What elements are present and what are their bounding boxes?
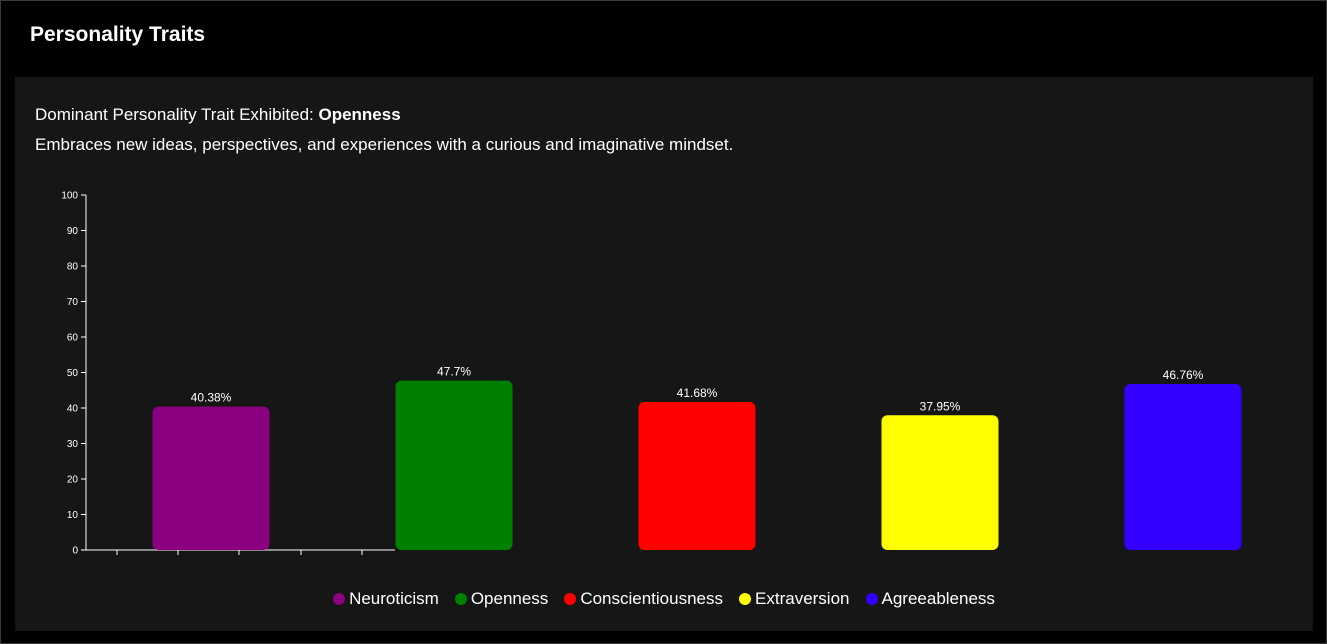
legend-label: Agreeableness (881, 589, 995, 608)
y-tick-label: 30 (67, 439, 79, 450)
page-title: Personality Traits (30, 23, 206, 46)
y-tick-label: 70 (67, 297, 79, 308)
legend-dot-icon (564, 593, 577, 605)
legend-item-conscientiousness: Conscientiousness (564, 589, 723, 609)
legend-label: Conscientiousness (580, 589, 724, 608)
bar-value-label-extraversion: 37.95% (920, 399, 961, 413)
y-tick-label: 20 (67, 475, 79, 486)
y-tick-label: 0 (72, 546, 78, 557)
bar-value-label-agreeableness: 46.76% (1163, 368, 1204, 382)
bar-value-label-openness: 47.7% (437, 365, 471, 379)
bar-extraversion (881, 415, 999, 550)
dominant-trait-prefix: Dominant Personality Trait Exhibited: (35, 105, 319, 124)
trait-bar-chart: 0 10 20 30 40 50 60 70 80 90 100 40.38% 47.7% 41.68% 3… (61, 191, 1242, 557)
legend-label: Extraversion (755, 589, 850, 608)
chart-legend: Neuroticism Openness Conscientiousness Extr… (15, 589, 1313, 609)
bar-openness (395, 380, 513, 550)
bar-value-label-conscientiousness: 41.68% (677, 386, 718, 400)
legend-item-extraversion: Extraversion (739, 589, 850, 609)
bar-agreeableness (1124, 384, 1242, 550)
y-tick-label: 40 (67, 404, 79, 415)
legend-item-agreeableness: Agreeableness (865, 589, 995, 609)
y-tick-label: 90 (67, 226, 79, 237)
dominant-trait-description: Embraces new ideas, perspectives, and ex… (35, 135, 734, 154)
legend-label: Openness (470, 589, 549, 608)
legend-item-openness: Openness (454, 589, 549, 609)
bar-conscientiousness (638, 402, 756, 550)
legend-dot-icon (865, 593, 878, 605)
legend-dot-icon (333, 593, 346, 605)
y-tick-label: 10 (67, 510, 79, 521)
dominant-trait-value: Openness (318, 105, 401, 124)
legend-label: Neuroticism (349, 589, 439, 608)
bar-neuroticism (152, 406, 270, 550)
bar-value-label-neuroticism: 40.38% (191, 391, 232, 405)
dominant-trait-line: Dominant Personality Trait Exhibited: Op… (35, 105, 401, 125)
legend-dot-icon (739, 593, 752, 605)
legend-item-neuroticism: Neuroticism (333, 589, 439, 609)
y-tick-label: 50 (67, 368, 79, 379)
y-tick-label: 100 (61, 191, 78, 202)
y-tick-label: 60 (67, 333, 79, 344)
y-tick-label: 80 (67, 262, 79, 273)
legend-dot-icon (454, 593, 467, 605)
traits-panel: Dominant Personality Trait Exhibited: Op… (15, 77, 1313, 631)
